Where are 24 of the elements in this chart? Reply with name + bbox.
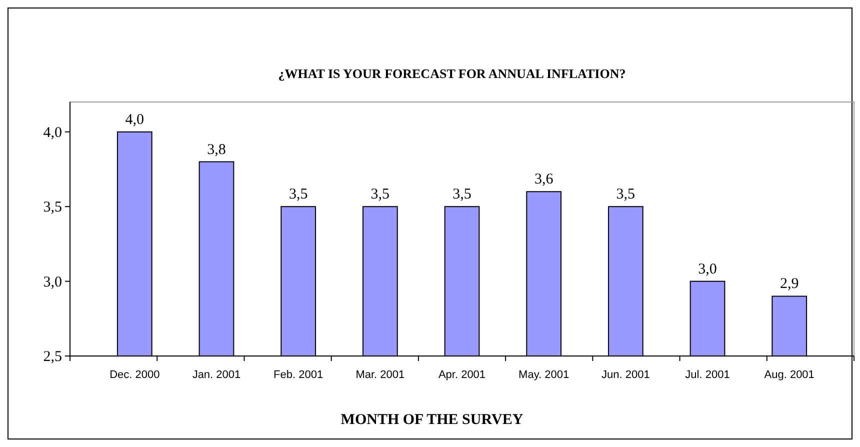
x-tick-label: May. 2001 — [518, 369, 570, 381]
data-label: 3,0 — [698, 261, 717, 278]
data-label: 3,5 — [288, 186, 308, 203]
x-tick-label: Mar. 2001 — [356, 369, 405, 381]
data-label: 3,5 — [452, 186, 472, 203]
data-label: 4,0 — [125, 112, 144, 128]
y-tick-label: 3,5 — [43, 200, 62, 216]
x-tick-label: Feb. 2001 — [274, 369, 324, 381]
y-tick-label: 4,0 — [43, 124, 62, 141]
y-tick-label: 3,0 — [43, 274, 62, 290]
x-tick-label: Jul. 2001 — [685, 369, 730, 381]
data-label: 3,5 — [370, 186, 390, 203]
x-tick-label: Jan. 2001 — [192, 369, 241, 381]
data-label: 3,6 — [534, 172, 554, 188]
data-label: 3,8 — [207, 142, 226, 158]
x-axis-title: MONTH OF THE SURVEY — [340, 412, 524, 428]
y-tick-label: 2,5 — [43, 349, 62, 365]
x-tick-label: Aug. 2001 — [764, 369, 814, 381]
x-tick-label: Dec. 2000 — [110, 369, 160, 381]
x-tick-label: Jun. 2001 — [602, 369, 650, 381]
x-tick-label: Apr. 2001 — [438, 369, 486, 381]
data-label: 2,9 — [780, 276, 799, 292]
data-label: 3,5 — [616, 186, 636, 203]
chart-title: ¿WHAT IS YOUR FORECAST FOR ANNUAL INFLATION? — [278, 66, 626, 81]
